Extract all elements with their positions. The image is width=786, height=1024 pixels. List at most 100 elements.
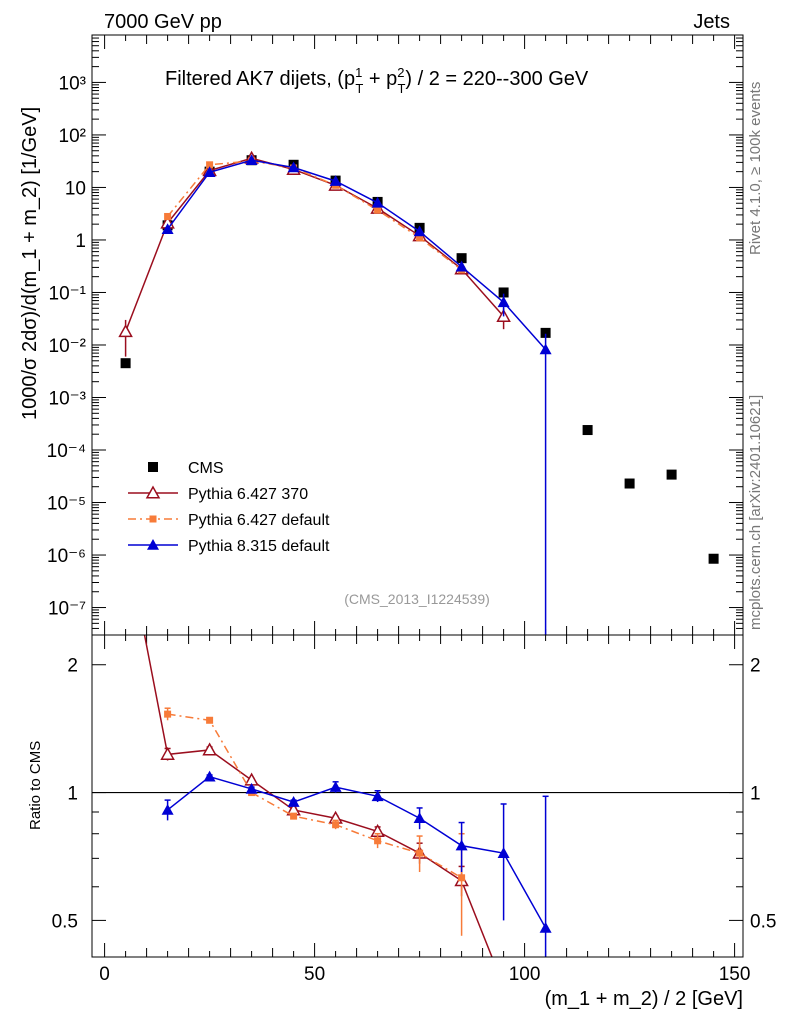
data-point-p8 (245, 154, 258, 166)
data-point-p8 (413, 225, 426, 237)
legend-marker-p6_370 (145, 485, 161, 499)
ratio-line-p6_370 (143, 635, 493, 957)
ratio-frame (91, 634, 744, 958)
main-y-axis-label: 1000/σ 2dσ)/d(m_1 + m_2) [1/GeV] (19, 107, 41, 420)
ratio-point-p6_default (206, 716, 214, 724)
ratio-y-tick-label-right: 1 (750, 784, 761, 805)
series-line-p6_370 (124, 157, 505, 332)
ratio-point-p6_default (290, 812, 298, 820)
main-y-tick-label: 1 (75, 231, 86, 252)
ratio-y-tick-label-left: 2 (67, 656, 78, 677)
data-point-cms (540, 327, 551, 338)
data-point-p6_default (206, 161, 214, 169)
main-y-tick-label: 10⁻⁶ (47, 546, 86, 567)
ratio-point-p8 (413, 812, 426, 824)
main-y-tick-label: 10⁻⁴ (47, 441, 86, 462)
x-tick-label: 50 (304, 964, 325, 985)
data-point-p8 (329, 175, 342, 186)
main-title-sup2: 2 (397, 65, 404, 80)
main-title-mid: + p (363, 68, 397, 90)
data-point-p6_default (416, 234, 424, 242)
main-y-tick-label: 10⁻⁷ (48, 599, 86, 620)
side-label-rivet: Rivet 4.1.0, ≥ 100k events (747, 82, 764, 255)
main-title-sub1: T (355, 81, 363, 96)
ratio-point-p8 (203, 770, 216, 782)
ratio-y-axis-label: Ratio to CMS (27, 741, 44, 830)
ratio-y-tick-label-right: 0.5 (750, 911, 776, 932)
main-y-tick-label: 10⁻³ (49, 388, 87, 409)
x-tick-label: 0 (99, 964, 110, 985)
ratio-series-p6_default (164, 707, 466, 936)
legend-label-p6_default: Pythia 6.427 default (188, 512, 330, 529)
data-point-cms (456, 253, 467, 264)
main-y-tick-label: 10⁻² (49, 336, 87, 357)
legend-label-p8: Pythia 8.315 default (188, 538, 330, 555)
ratio-point-p6_default (416, 849, 424, 857)
data-point-p8 (371, 196, 384, 208)
legend-marker-cms (148, 462, 158, 472)
series-p6_370 (118, 150, 511, 357)
data-point-p6_default (164, 212, 172, 220)
ratio-point-p8 (329, 781, 342, 792)
data-point-p8 (161, 223, 174, 235)
data-point-cms (624, 478, 635, 489)
ratio-series-p8 (161, 770, 552, 957)
ratio-point-p8 (539, 921, 552, 933)
header-category-label: Jets (693, 11, 730, 33)
ratio-point-p6_default (374, 837, 382, 845)
ratio-line-p8 (167, 775, 547, 929)
main-y-tick-label: 10⁻¹ (49, 283, 87, 304)
side-label-mcplots: mcplots.cern.ch [arXiv:2401.10621] (747, 395, 764, 630)
data-point-p8 (539, 343, 552, 355)
main-title-sup1: 1 (355, 65, 362, 80)
ratio-y-tick-label-left: 0.5 (52, 911, 78, 932)
main-title: Filtered AK7 dijets, (p1 T + p2 T) / 2 = 2… (165, 65, 589, 96)
main-title-prefix: Filtered AK7 dijets, (p (165, 68, 355, 90)
legend-label-cms: CMS (188, 460, 224, 477)
data-point-p8 (455, 260, 468, 272)
data-point-cms (666, 469, 677, 480)
data-point-cms (498, 287, 509, 298)
main-title-sub2: T (397, 81, 405, 96)
legend-marker-p8 (147, 539, 159, 550)
ratio-point-p8 (161, 803, 174, 815)
main-panel: 10⁻⁷ 10⁻⁶ 10⁻⁵ 10⁻⁴ 10⁻³ 10⁻² 10⁻¹ 1 10 10² 10³ Fi… (19, 34, 744, 636)
ratio-line-p6_default (167, 713, 462, 879)
data-point-cms (582, 425, 593, 436)
data-point-cms (708, 553, 719, 564)
ratio-point-p6_370 (160, 746, 175, 760)
analysis-tag: (CMS_2013_I1224539) (344, 591, 490, 607)
series-line-p6_default (167, 160, 463, 271)
ratio-point-p8 (245, 782, 258, 794)
data-point-p8 (287, 161, 300, 173)
main-y-tick-label: 10⁻⁵ (47, 494, 86, 515)
ratio-point-p6_default (458, 874, 466, 882)
series-line-p8 (166, 159, 547, 351)
legend-label-p6_370: Pythia 6.427 370 (188, 486, 308, 503)
ratio-point-p6_default (164, 710, 172, 718)
data-point-p6_default (374, 206, 382, 214)
ratio-y-tick-label-left: 1 (67, 784, 78, 805)
x-tick-label: 100 (509, 964, 541, 985)
main-y-tick-label: 10 (65, 178, 86, 199)
main-y-tick-label: 10³ (59, 73, 86, 94)
legend-marker-p6_default (149, 515, 157, 523)
ratio-point-p6_370 (202, 742, 217, 756)
legend: CMS Pythia 6.427 370 Pythia 6.427 default P… (128, 460, 330, 555)
data-point-p8 (497, 296, 510, 308)
main-title-suffix: ) / 2 = 220--300 GeV (405, 68, 589, 90)
header-energy-label: 7000 GeV pp (104, 11, 222, 33)
data-point-p6_370 (118, 324, 133, 338)
ratio-point-p8 (455, 839, 468, 851)
data-point-p8 (203, 166, 216, 178)
ratio-y-tick-label-right: 2 (750, 656, 761, 677)
ratio-point-p8 (287, 796, 300, 807)
data-point-cms (120, 358, 131, 369)
x-tick-label: 150 (719, 964, 751, 985)
ratio-point-p8 (371, 790, 384, 802)
main-y-tick-label: 10² (59, 126, 86, 147)
series-p8 (161, 154, 552, 635)
x-axis-label: (m_1 + m_2) / 2 [GeV] (545, 988, 743, 1010)
ratio-point-p6_default (332, 821, 340, 829)
